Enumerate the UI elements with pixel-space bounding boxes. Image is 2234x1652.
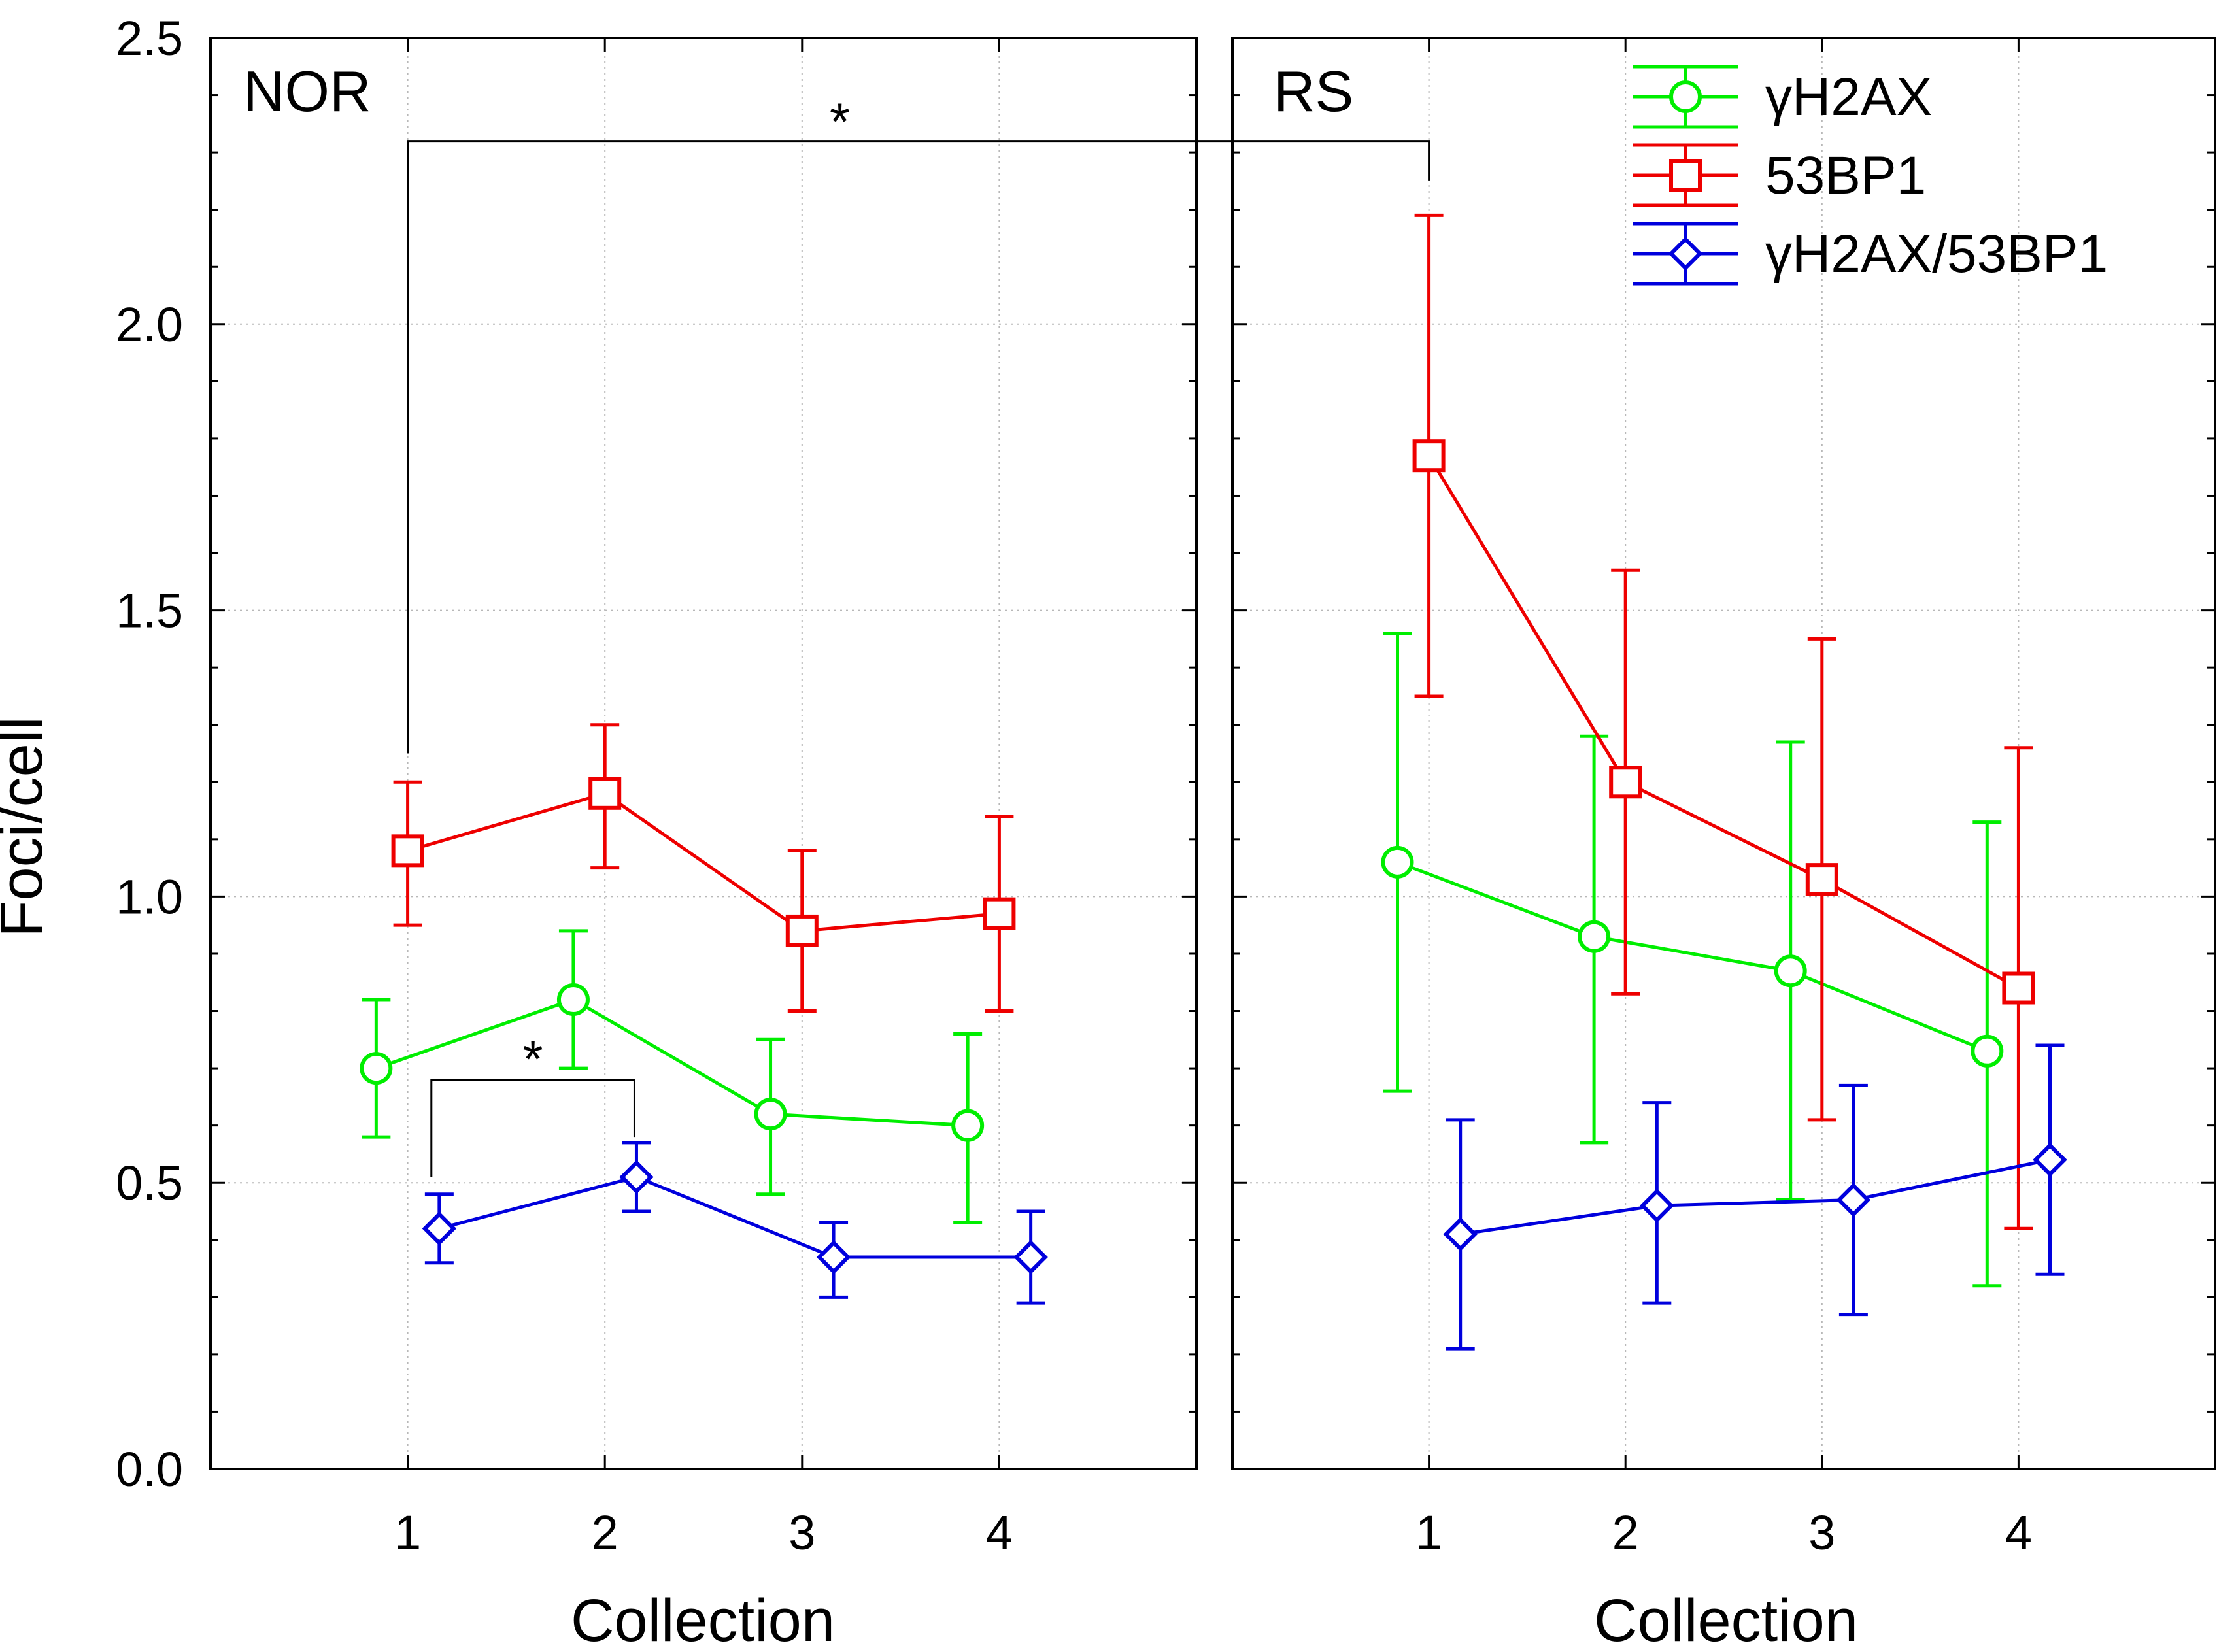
data-point [2033, 1142, 2067, 1177]
series-line [375, 998, 968, 1128]
data-point [1013, 1239, 1048, 1275]
series-line [1460, 1158, 2050, 1236]
y-tick-label: 0.0 [116, 1442, 183, 1496]
data-point [1412, 439, 1446, 473]
series-line [1427, 454, 2020, 990]
data-point [588, 777, 622, 810]
data-point [1609, 766, 1642, 799]
significance-annotations: ** [407, 93, 1430, 1177]
data-point [1443, 1217, 1478, 1252]
axes: 1 2 3 4 NOR 1 2 3 4 RS 0.0 0.5 1.0 1.5 2.0 2.5 [116, 11, 2216, 1560]
legend: γH2AX 53BP1 γH2AX/53BP1 [1633, 65, 2108, 286]
data-point [1805, 863, 1838, 896]
data-point [983, 897, 1016, 930]
series-line [407, 792, 1000, 933]
panel-frame [209, 37, 1198, 1470]
y-axis-label: Foci/cell [0, 716, 55, 937]
x-tick-label: 4 [986, 1506, 1013, 1560]
x-tick-label: 2 [1612, 1506, 1639, 1560]
legend-label: 53BP1 [1765, 146, 1926, 205]
data-point [1971, 1034, 2004, 1068]
data-series [360, 213, 2067, 1351]
legend-label: γH2AX [1765, 67, 1932, 127]
data-point [754, 1098, 787, 1131]
legend-label: γH2AX/53BP1 [1765, 224, 2108, 284]
y-tick-label: 1.5 [116, 584, 183, 638]
series-line [439, 1175, 1031, 1259]
data-point [619, 1160, 654, 1194]
panel-title-nor: NOR [243, 59, 371, 124]
significance-bracket [407, 140, 1430, 754]
x-tick-label: 2 [592, 1506, 618, 1560]
data-point [2002, 971, 2035, 1005]
data-point [785, 914, 819, 947]
x-tick-label: 4 [2005, 1506, 2032, 1560]
significance-bracket [430, 1079, 635, 1177]
data-point [360, 1052, 393, 1085]
y-tick-label: 2.0 [116, 297, 183, 352]
series-line [1396, 860, 1988, 1053]
data-point [816, 1239, 851, 1275]
y-tick-label: 1.0 [116, 869, 183, 924]
panel-title-rs: RS [1274, 59, 1353, 124]
y-tick-label: 0.5 [116, 1156, 183, 1210]
x-tick-label: 3 [788, 1506, 815, 1560]
data-point [951, 1109, 985, 1142]
x-tick-label: 1 [1415, 1506, 1442, 1560]
x-axis-label-nor: Collection [571, 1587, 835, 1652]
legend-marker [1669, 80, 1702, 113]
x-tick-label: 1 [394, 1506, 421, 1560]
x-axis-label-rs: Collection [1594, 1587, 1858, 1652]
data-point [556, 983, 590, 1017]
y-tick-label: 2.5 [116, 11, 183, 65]
data-point [1578, 920, 1611, 953]
legend-marker [1669, 159, 1702, 192]
data-point [1640, 1188, 1674, 1223]
data-point [422, 1211, 457, 1246]
data-point [1381, 845, 1414, 879]
legend-marker [1668, 236, 1703, 271]
significance-star: * [830, 93, 850, 151]
significance-star: * [523, 1030, 543, 1088]
data-point [391, 834, 424, 868]
x-tick-label: 3 [1808, 1506, 1835, 1560]
data-point [1836, 1183, 1871, 1217]
data-point [1774, 954, 1807, 988]
panel-frame [1231, 37, 2216, 1470]
